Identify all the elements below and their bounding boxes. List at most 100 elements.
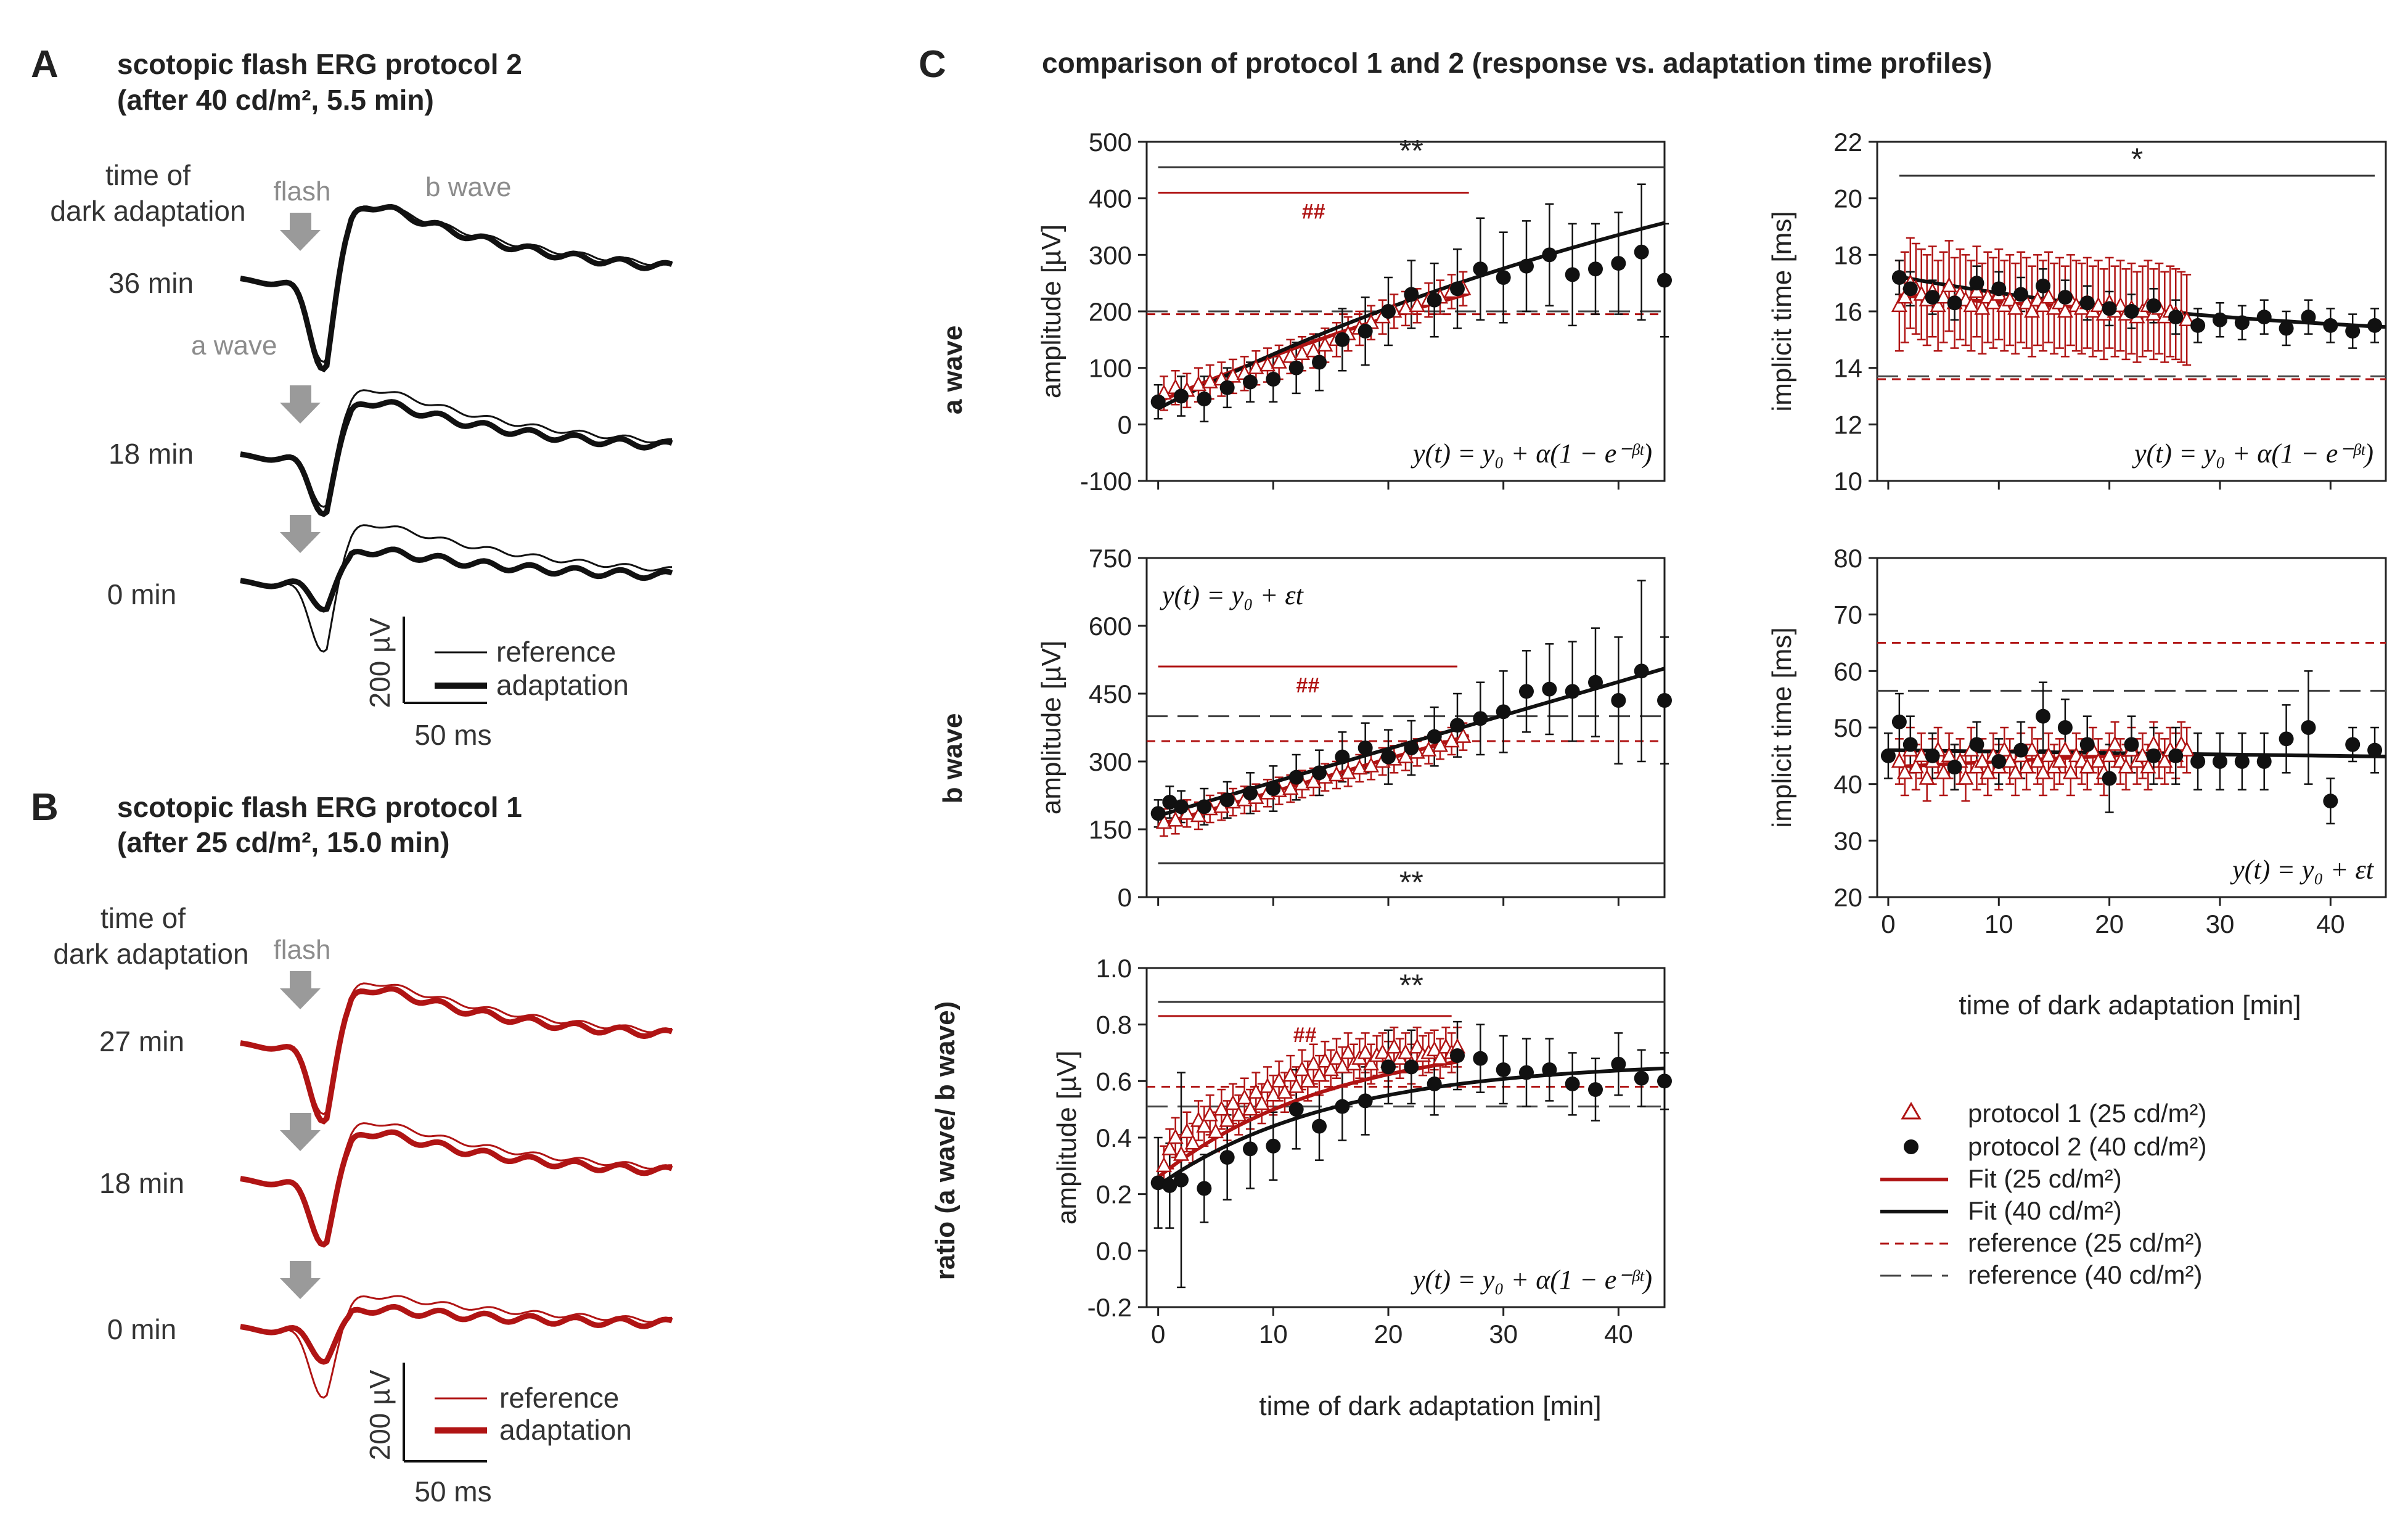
panel-a-legend-adaptation: adaptation [496,669,629,701]
data-point-triangle [1409,297,1425,313]
data-point-triangle [1224,1094,1242,1110]
data-point-triangle [2007,299,2024,315]
data-point-circle [1657,273,1672,288]
y-tick-label: -0.2 [1087,1293,1132,1322]
data-point-triangle [1259,356,1276,372]
y-axis-label: amplitude [µV] [1036,641,1067,814]
data-point-triangle [1426,1041,1443,1057]
panel-a: A scotopic flash ERG protocol 2 (after 4… [31,43,673,751]
data-point-triangle [1397,1043,1414,1059]
data-point-circle [1634,663,1649,679]
data-point-triangle [1351,759,1368,775]
data-point-circle [2212,312,2227,327]
data-point-triangle [2145,735,2162,751]
data-point-triangle [2051,752,2068,768]
data-point-circle [1174,799,1189,814]
data-point-circle [1588,1082,1603,1097]
chart-a_wave_implicit: 10 12 14 16 18 20 22 implicit time [ms] * y(t) = … [1767,128,2387,496]
x-tick-label: 20 [1374,1319,1403,1348]
y-tick-label: 80 [1833,544,1862,573]
data-point-triangle [1913,747,1930,763]
data-point-triangle [1455,727,1472,743]
data-point-triangle [1963,297,1980,313]
y-tick-label: 60 [1833,657,1862,686]
data-point-triangle [1980,763,1996,779]
data-point-triangle [2002,290,2018,306]
data-point-circle [1588,261,1603,277]
data-point-triangle [1167,811,1184,827]
data-point-circle [2323,318,2338,333]
data-point-circle [2279,321,2294,336]
data-point-circle [2234,754,2250,769]
y-tick-label: 14 [1833,354,1862,383]
data-point-triangle [1974,299,1991,315]
data-point-circle [1542,1062,1557,1077]
data-point-circle [2190,754,2206,769]
panel-a-label: A [31,43,59,86]
data-point-circle [2367,318,2383,333]
data-point-circle [1312,765,1327,781]
data-point-circle [1969,276,1984,291]
data-point-triangle [1276,1083,1293,1099]
y-tick-label: 0.8 [1096,1011,1132,1040]
flash-arrow-icon [280,385,321,424]
data-point-circle [2146,298,2161,313]
data-point-triangle [1891,297,1907,313]
data-point-circle [1611,693,1626,708]
data-point-circle [1197,1181,1212,1196]
data-point-circle [1891,270,1907,285]
data-point-circle [2057,720,2073,735]
data-point-triangle [1282,779,1299,795]
panel-a-b-wave-label: b wave [425,172,511,202]
data-point-triangle [1271,353,1287,369]
data-point-circle [1519,684,1534,699]
data-point-circle [1219,792,1235,808]
x-tick-label: 10 [1259,1319,1288,1348]
data-point-circle [1969,737,1984,752]
data-point-circle [1381,1059,1396,1075]
y-tick-label: 300 [1089,240,1132,269]
fit-equation: y(t) = y₀ + α(1 − e⁻ᵝᵗ) [1411,438,1652,469]
data-point-triangle [1305,342,1322,358]
y-tick-label: 40 [1833,770,1862,799]
data-point-circle [2256,754,2272,769]
data-point-triangle [2156,752,2173,768]
data-point-triangle [2118,758,2134,774]
data-point-circle [1565,1076,1580,1091]
data-point-triangle [1996,741,2013,757]
data-point-triangle [1334,1057,1351,1073]
data-point-circle [1288,769,1304,785]
panel-b-flash-label: flash [274,935,331,965]
data-point-triangle [1340,763,1356,779]
y-tick-label: 300 [1089,747,1132,776]
data-point-circle [1891,714,1907,729]
data-point-triangle [1305,773,1322,789]
data-point-circle [1197,799,1212,814]
data-point-triangle [1968,282,1985,298]
plot-frame [1145,967,1666,1308]
data-point-circle [1496,704,1511,720]
legend-protocol-1: protocol 1 (25 cd/m²) [1968,1099,2206,1128]
y-tick-label: 0 [1118,410,1132,439]
adaptation-trace [240,1129,673,1248]
data-point-triangle [2024,741,2041,757]
data-point-circle [2102,771,2117,786]
panel-c: C comparison of protocol 1 and 2 (respon… [919,43,2387,1421]
data-point-triangle [1311,1066,1328,1082]
x-tick-label: 40 [2316,909,2345,938]
data-point-triangle [1357,1043,1374,1059]
y-tick-label: 20 [1833,883,1862,912]
panel-a-flash-label: flash [274,176,331,207]
data-point-circle [1243,1141,1258,1157]
data-point-triangle [1271,1072,1287,1088]
reference-trace [240,1295,673,1399]
x-tick-label: 0 [1881,909,1895,938]
data-point-circle [1565,267,1580,282]
y-tick-label: 500 [1089,128,1132,157]
data-point-circle [1450,1048,1465,1064]
data-point-triangle [1231,1106,1247,1122]
data-point-triangle [1985,293,2002,310]
data-point-circle [2323,794,2338,809]
